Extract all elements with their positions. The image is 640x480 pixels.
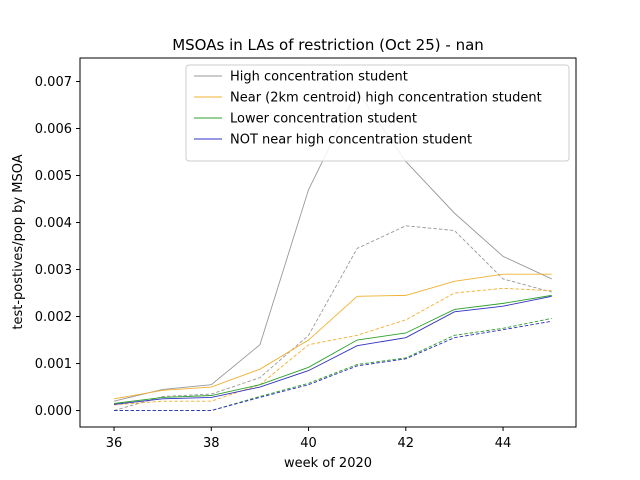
y-axis-ticks: 0.000 0.001 0.002 0.003 0.004 0.005 0.006 0.007 bbox=[35, 75, 80, 419]
series-line-7-dashed bbox=[114, 320, 552, 411]
legend-label: Near (2km centroid) high concentration s… bbox=[230, 91, 542, 106]
series-line-1-dashed bbox=[113, 225, 552, 411]
y-tick-label: 0.007 bbox=[35, 75, 72, 90]
x-axis-label: week of 2020 bbox=[284, 456, 372, 471]
x-axis-ticks: 36 38 40 42 44 bbox=[106, 427, 512, 451]
legend-label: High concentration student bbox=[230, 70, 408, 85]
legend: High concentration student Near (2km cent… bbox=[185, 64, 570, 162]
x-tick-label: 36 bbox=[106, 436, 123, 451]
y-tick-label: 0.005 bbox=[35, 169, 72, 184]
legend-box bbox=[185, 64, 570, 162]
y-tick-label: 0.002 bbox=[35, 310, 72, 325]
legend-label: NOT near high concentration student bbox=[230, 133, 472, 148]
series-lines bbox=[113, 90, 552, 411]
x-tick-label: 42 bbox=[398, 436, 415, 451]
x-tick-label: 38 bbox=[203, 436, 220, 451]
y-tick-label: 0.003 bbox=[35, 263, 72, 278]
x-tick-label: 40 bbox=[300, 436, 317, 451]
y-axis-label: test-postives/pop by MSOA bbox=[11, 154, 26, 329]
series-line-4 bbox=[113, 294, 552, 404]
y-tick-label: 0.000 bbox=[35, 404, 72, 419]
y-tick-label: 0.006 bbox=[35, 122, 72, 137]
y-tick-label: 0.001 bbox=[35, 357, 72, 372]
series-line-2 bbox=[113, 273, 552, 400]
chart-title: MSOAs in LAs of restriction (Oct 25) - n… bbox=[172, 36, 484, 54]
x-tick-label: 44 bbox=[495, 436, 512, 451]
series-line-6 bbox=[113, 295, 552, 405]
y-tick-label: 0.004 bbox=[35, 216, 72, 231]
legend-label: Lower concentration student bbox=[230, 112, 417, 127]
series-line-3-dashed bbox=[114, 287, 552, 406]
plot-frame bbox=[79, 57, 577, 428]
